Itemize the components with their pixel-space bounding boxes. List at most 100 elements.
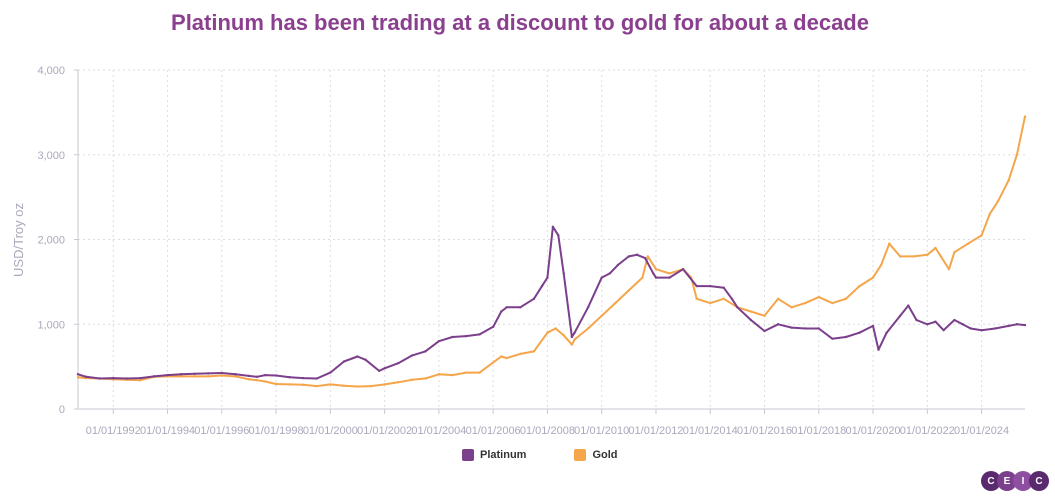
data-point-gold	[871, 276, 875, 279]
data-point-platinum	[907, 304, 910, 307]
x-tick-label: 01/01/2008	[520, 425, 575, 437]
data-point-platinum	[139, 376, 142, 380]
data-point-gold	[709, 301, 712, 305]
data-point-platinum	[98, 377, 101, 380]
data-point-gold	[193, 375, 196, 378]
data-point-gold	[980, 234, 983, 237]
chart-title: Platinum has been trading at a discount …	[171, 10, 869, 35]
data-point-gold	[315, 384, 318, 388]
data-point-platinum	[562, 272, 565, 275]
data-point-platinum	[953, 318, 956, 322]
y-tick-label: 4,000	[37, 65, 65, 77]
ceic-logo: C E I C	[981, 471, 1049, 491]
data-point-platinum	[570, 335, 574, 339]
data-point-platinum	[125, 377, 129, 380]
data-point-gold	[274, 382, 278, 386]
data-point-gold	[722, 297, 726, 301]
data-point-gold	[302, 383, 305, 387]
data-point-platinum	[776, 323, 780, 326]
legend-label-platinum: Platinum	[480, 449, 527, 461]
data-point-platinum	[557, 234, 560, 237]
data-point-platinum	[681, 267, 685, 271]
data-point-platinum	[274, 374, 278, 377]
x-tick-label: 01/01/2000	[303, 425, 358, 437]
data-point-gold	[500, 355, 503, 358]
data-point-platinum	[478, 333, 481, 336]
data-point-platinum	[207, 372, 210, 375]
data-point-platinum	[451, 335, 454, 339]
series-line-gold[interactable]	[77, 116, 1026, 388]
data-point-gold	[570, 343, 574, 346]
data-point-platinum	[871, 324, 875, 328]
data-point-platinum	[152, 375, 156, 378]
x-tick-label: 01/01/1996	[194, 425, 249, 437]
data-point-platinum	[315, 377, 318, 380]
logo-letter: I	[1013, 471, 1033, 491]
data-point-gold	[247, 378, 251, 381]
logo-letter: E	[997, 471, 1017, 491]
series-line-platinum[interactable]	[77, 225, 1026, 380]
data-point-gold	[614, 301, 617, 305]
x-tick-label: 01/01/1992	[86, 425, 141, 437]
data-point-platinum	[926, 323, 929, 326]
data-point-gold	[749, 310, 753, 313]
data-point-platinum	[396, 362, 400, 365]
data-point-platinum	[247, 374, 251, 378]
data-point-platinum	[573, 331, 576, 334]
data-point-platinum	[980, 328, 983, 332]
data-point-gold	[831, 301, 834, 305]
x-tick-label: 01/01/2012	[628, 425, 683, 437]
data-point-platinum	[804, 327, 807, 330]
data-point-gold	[966, 242, 970, 245]
data-point-gold	[505, 356, 508, 360]
data-point-gold	[790, 306, 793, 309]
data-point-platinum	[264, 373, 267, 377]
legend-swatch-gold	[574, 449, 587, 461]
x-tick-label: 01/01/2002	[357, 425, 412, 437]
data-point-platinum	[635, 253, 639, 256]
legend-item-platinum[interactable]: Platinum	[462, 449, 526, 461]
data-point-platinum	[179, 373, 183, 376]
data-point-gold	[546, 331, 549, 334]
data-point-gold	[288, 383, 291, 386]
data-point-platinum	[616, 263, 620, 267]
data-point-platinum	[84, 375, 88, 378]
x-tick-label: 01/01/2020	[846, 425, 901, 437]
y-tick-label: 0	[59, 404, 65, 416]
data-point-gold	[898, 255, 902, 258]
data-point-gold	[410, 378, 413, 381]
data-point-gold	[654, 267, 658, 271]
data-point-gold	[179, 375, 183, 378]
data-point-platinum	[749, 318, 753, 322]
legend-item-gold[interactable]: Gold	[574, 449, 618, 461]
data-point-platinum	[356, 355, 359, 358]
data-point-platinum	[342, 360, 346, 363]
logo-letter: C	[981, 471, 1001, 491]
data-point-gold	[953, 251, 956, 254]
data-point-gold	[562, 334, 565, 337]
data-point-gold	[207, 375, 210, 378]
data-point-platinum	[437, 340, 441, 343]
data-point-platinum	[220, 371, 224, 375]
data-point-platinum	[410, 354, 413, 357]
data-point-platinum	[540, 284, 544, 288]
x-tick-label: 01/01/2024	[954, 425, 1009, 437]
data-point-platinum	[193, 372, 196, 376]
x-tick-label: 01/01/2018	[791, 425, 846, 437]
data-point-gold	[668, 272, 671, 275]
grid-layer	[78, 69, 1025, 410]
data-point-platinum	[377, 369, 381, 373]
data-point-gold	[996, 200, 1000, 203]
data-point-platinum	[1007, 324, 1010, 328]
data-point-platinum	[942, 328, 945, 332]
data-point-platinum	[288, 376, 291, 379]
data-point-platinum	[844, 335, 848, 339]
data-point-gold	[988, 212, 991, 216]
data-point-platinum	[858, 331, 861, 334]
data-point-platinum	[695, 284, 698, 288]
data-point-platinum	[668, 276, 671, 279]
data-point-platinum	[302, 376, 305, 380]
data-point-gold	[888, 242, 891, 245]
data-point-gold	[478, 371, 481, 374]
x-tick-label: 01/01/2006	[466, 425, 521, 437]
